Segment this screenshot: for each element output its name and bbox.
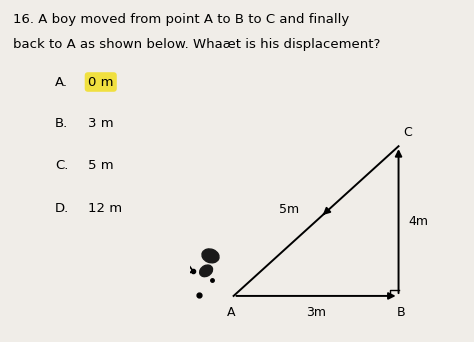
Text: D.: D. <box>55 201 69 214</box>
Text: 16. A boy moved from point A to B to C and finally: 16. A boy moved from point A to B to C a… <box>13 13 349 26</box>
Ellipse shape <box>200 265 212 277</box>
Text: 5m: 5m <box>279 203 299 216</box>
Text: 12 m: 12 m <box>88 201 122 214</box>
Text: 0 m: 0 m <box>88 76 113 89</box>
Text: C: C <box>403 127 412 140</box>
Text: 5 m: 5 m <box>88 159 114 172</box>
Text: back to A as shown below. Whaæt is his displacement?: back to A as shown below. Whaæt is his d… <box>13 38 380 51</box>
Text: B.: B. <box>55 118 68 131</box>
Text: A.: A. <box>55 76 68 89</box>
Text: 4m: 4m <box>409 214 428 227</box>
Text: 3 m: 3 m <box>88 118 114 131</box>
Text: A: A <box>227 306 235 319</box>
Ellipse shape <box>202 249 219 263</box>
Text: B: B <box>397 306 406 319</box>
Text: 3m: 3m <box>306 306 326 319</box>
Text: C.: C. <box>55 159 68 172</box>
